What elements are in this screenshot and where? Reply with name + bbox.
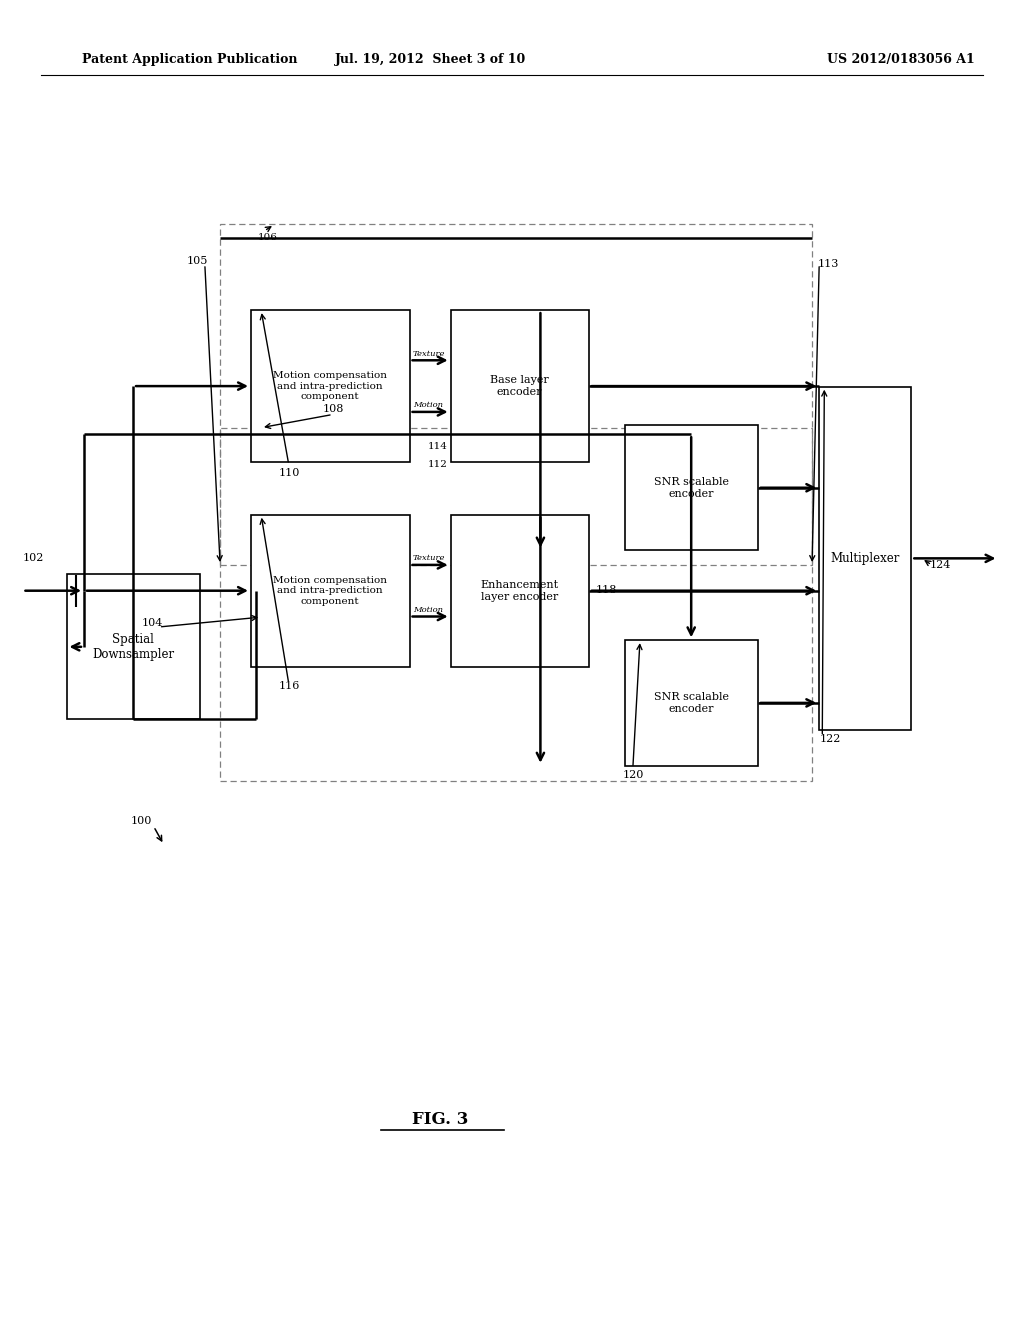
Text: SNR scalable
encoder: SNR scalable encoder — [653, 692, 729, 714]
Bar — [625, 425, 758, 550]
Bar — [451, 515, 589, 667]
Text: Texture: Texture — [413, 554, 445, 562]
Bar — [451, 310, 589, 462]
Text: Base layer
encoder: Base layer encoder — [490, 375, 549, 397]
Text: SNR scalable
encoder: SNR scalable encoder — [653, 477, 729, 499]
Text: 106: 106 — [258, 234, 278, 242]
Bar — [67, 574, 200, 719]
Bar — [819, 387, 911, 730]
Bar — [625, 640, 758, 766]
Text: Multiplexer: Multiplexer — [830, 552, 900, 565]
Text: Motion: Motion — [413, 606, 442, 614]
Text: 105: 105 — [186, 256, 208, 267]
Text: 100: 100 — [131, 816, 153, 826]
Text: 108: 108 — [323, 404, 344, 414]
Bar — [251, 515, 410, 667]
Text: Patent Application Publication: Patent Application Publication — [82, 53, 297, 66]
Text: 124: 124 — [930, 560, 951, 570]
Text: 118: 118 — [596, 585, 617, 595]
Text: Motion: Motion — [413, 401, 442, 409]
Bar — [220, 428, 812, 781]
Bar — [220, 224, 812, 565]
Text: US 2012/0183056 A1: US 2012/0183056 A1 — [827, 53, 975, 66]
Text: 104: 104 — [141, 618, 163, 628]
Text: Jul. 19, 2012  Sheet 3 of 10: Jul. 19, 2012 Sheet 3 of 10 — [335, 53, 525, 66]
Text: Motion compensation
and intra-prediction
component: Motion compensation and intra-prediction… — [273, 371, 387, 401]
Text: 120: 120 — [623, 770, 644, 780]
Text: 113: 113 — [817, 259, 839, 269]
Text: 114: 114 — [428, 442, 447, 450]
Text: FIG. 3: FIG. 3 — [412, 1111, 469, 1127]
Text: 110: 110 — [279, 467, 300, 478]
Text: Enhancement
layer encoder: Enhancement layer encoder — [480, 579, 559, 602]
Bar — [251, 310, 410, 462]
Text: Texture: Texture — [413, 350, 445, 358]
Text: 112: 112 — [428, 461, 447, 469]
Text: 116: 116 — [279, 681, 300, 692]
Text: 102: 102 — [23, 553, 44, 562]
Text: 122: 122 — [819, 734, 841, 744]
Text: Motion compensation
and intra-prediction
component: Motion compensation and intra-prediction… — [273, 576, 387, 606]
Text: Spatial
Downsampler: Spatial Downsampler — [92, 632, 174, 661]
